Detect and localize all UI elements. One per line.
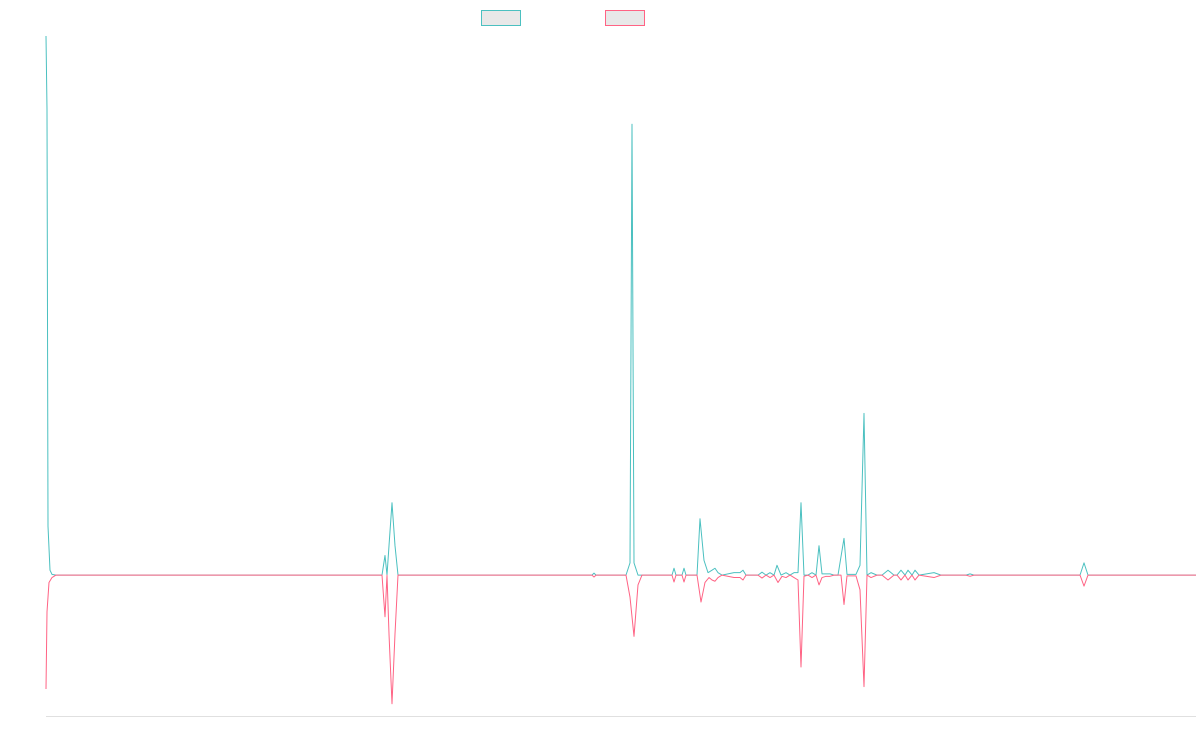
legend-swatch-1[interactable] <box>481 10 521 26</box>
series-2-line <box>45 574 1196 705</box>
legend[interactable] <box>481 10 645 26</box>
legend-swatch-2[interactable] <box>605 10 645 26</box>
series-1-line <box>45 35 1196 576</box>
legend-item-2[interactable] <box>605 10 645 26</box>
series-layer <box>45 35 1196 705</box>
legend-item-1[interactable] <box>481 10 521 26</box>
